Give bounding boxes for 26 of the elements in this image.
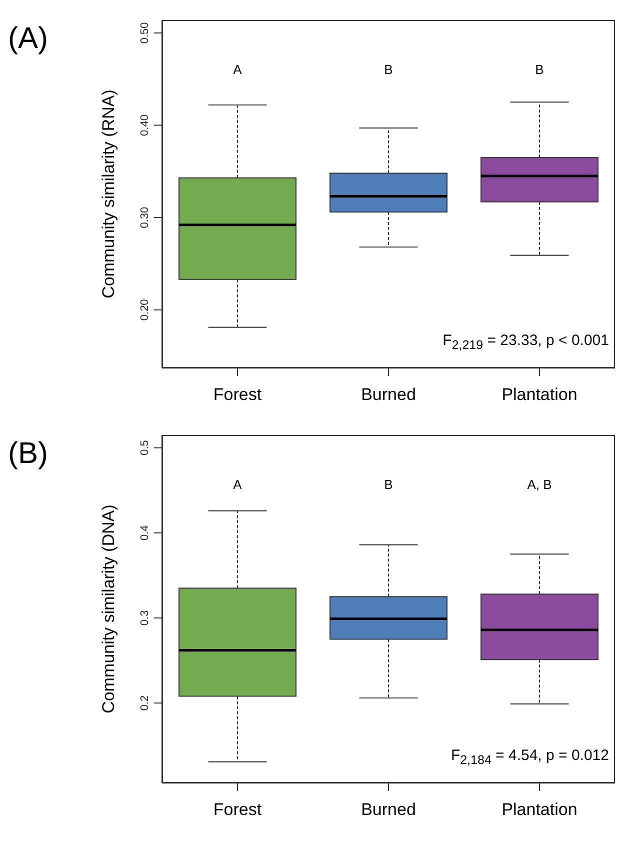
- y-tick-label: 0.20: [139, 299, 151, 321]
- annotation: B: [384, 62, 393, 77]
- y-tick-label: 0.30: [139, 206, 151, 228]
- annotation: B: [535, 62, 544, 77]
- y-tick-label: 0.40: [139, 114, 151, 136]
- x-tick-label: Burned: [361, 385, 416, 404]
- y-tick-label: 0.3: [139, 610, 151, 626]
- annotation: A: [233, 62, 242, 77]
- y-axis-title: Community similarity (DNA): [99, 504, 118, 714]
- annotation: B: [384, 476, 393, 492]
- x-tick-label: Forest: [213, 800, 262, 820]
- y-tick-label: 0.4: [139, 525, 151, 540]
- chart-title: (B): [8, 437, 48, 471]
- chart-title: (A): [8, 22, 48, 56]
- x-tick-label: Plantation: [502, 385, 578, 404]
- y-tick-label: 0.2: [139, 695, 151, 711]
- y-axis-title: Community similarity (RNA): [99, 90, 118, 298]
- y-tick-label: 0.50: [139, 22, 151, 44]
- x-tick-label: Plantation: [502, 800, 578, 820]
- annotation: F$_{2,184}$ = 4.54, p = 0.012: [450, 747, 609, 767]
- x-tick-label: Forest: [213, 385, 262, 404]
- annotation: A: [233, 476, 242, 492]
- y-tick-label: 0.5: [139, 440, 151, 456]
- annotation: A, B: [527, 476, 552, 492]
- annotation: F$_{2,219}$ = 23.33, p < 0.001: [442, 332, 609, 352]
- x-tick-label: Burned: [361, 800, 416, 820]
